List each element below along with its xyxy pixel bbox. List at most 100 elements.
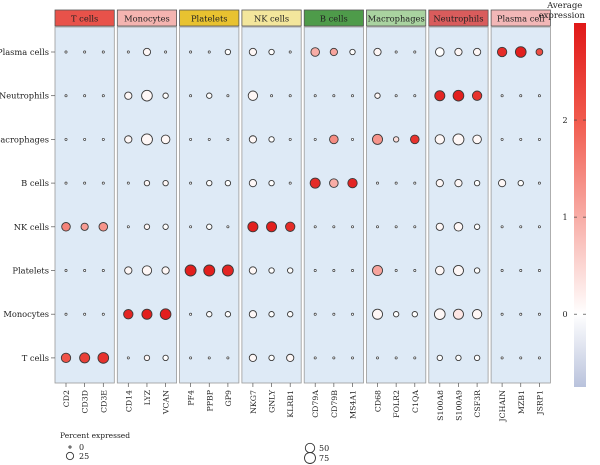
expression-dot	[64, 269, 68, 272]
gene-label: FOLR2	[392, 390, 401, 418]
gene-label: CD3D	[81, 390, 90, 413]
cell-type-label: Platelets	[12, 266, 49, 276]
expression-dot	[83, 50, 87, 54]
expression-dot	[189, 181, 193, 185]
expression-dot	[126, 181, 130, 185]
expression-dot	[206, 179, 213, 187]
expression-dot	[287, 267, 294, 274]
gene-label: PF4	[187, 390, 196, 406]
expression-dot	[351, 225, 354, 229]
expression-dot	[141, 308, 153, 320]
expression-dot	[471, 90, 483, 101]
expression-dot	[471, 309, 483, 320]
expression-dot	[517, 179, 524, 187]
expression-dot	[332, 94, 336, 98]
expression-dot	[351, 94, 354, 98]
expression-dot	[519, 312, 523, 316]
gene-label: C1QA	[411, 390, 420, 413]
cell-type-label: Neutrophils	[0, 91, 49, 101]
expression-dot	[410, 134, 420, 145]
expression-dot	[452, 265, 464, 276]
expression-dot	[394, 225, 398, 229]
expression-dot	[101, 312, 105, 316]
expression-dot	[143, 354, 151, 362]
expression-dot	[332, 312, 336, 316]
group-header-3	[241, 9, 302, 27]
expression-dot	[411, 311, 418, 318]
expression-dot	[161, 266, 170, 275]
expression-dot	[268, 179, 275, 187]
expression-dot	[452, 133, 465, 146]
expression-dot	[266, 221, 278, 233]
gene-group-panels	[54, 26, 551, 384]
gene-labels: CD2 CD3D CD3E CD14 LYZ VCAN PF4 PPBP GP9 NKG7 GNLY…	[62, 383, 544, 422]
expression-dot	[537, 94, 541, 98]
cell-type-label: Macrophages	[0, 134, 49, 144]
expression-dot	[162, 92, 169, 99]
cell-type-labels: Plasma cells Neutrophils Macrophages B cell…	[0, 47, 55, 363]
expression-dot	[434, 90, 446, 102]
expression-dot	[64, 94, 68, 98]
group-header-label: NK cells	[254, 14, 289, 24]
size-legend-dot	[304, 442, 316, 454]
expression-dot	[535, 48, 544, 56]
expression-dot	[64, 312, 68, 316]
expression-dot	[221, 264, 234, 277]
cell-type-label: Monocytes	[3, 309, 49, 319]
gene-label: CD2	[62, 390, 71, 407]
expression-dot	[347, 177, 358, 189]
expression-dot	[207, 50, 211, 54]
gene-label: S100A8	[436, 390, 445, 421]
expression-dot	[64, 137, 68, 141]
expression-dot	[351, 312, 354, 316]
expression-dot	[434, 134, 445, 145]
expression-dot	[313, 269, 317, 272]
expression-dot	[286, 353, 295, 362]
expression-dot	[436, 354, 443, 362]
gene-label: CD79B	[330, 390, 339, 418]
expression-dot	[268, 136, 275, 143]
expression-dot	[309, 177, 321, 189]
group-header-label: Plasma cell	[497, 14, 545, 24]
panel-2	[179, 26, 240, 384]
expression-dot	[80, 222, 89, 231]
panel-0	[54, 26, 115, 384]
expression-dot	[164, 50, 168, 54]
expression-dot	[435, 47, 445, 57]
expression-dot	[537, 225, 541, 229]
expression-dot	[287, 311, 294, 318]
expression-dot	[268, 48, 275, 56]
expression-dot	[189, 94, 193, 98]
expression-dot	[473, 267, 481, 274]
expression-dot	[394, 50, 398, 54]
expression-dot	[313, 225, 317, 229]
expression-dot	[374, 92, 381, 99]
expression-dot	[473, 179, 481, 187]
gene-label: GP9	[224, 390, 233, 406]
expression-dot	[372, 308, 383, 320]
expression-dot	[519, 269, 523, 272]
expression-dot	[329, 47, 338, 57]
colorbar-tick-label: 1	[562, 213, 567, 222]
group-header-label: Platelets	[191, 14, 228, 24]
expression-dot	[268, 267, 275, 274]
expression-dot	[519, 356, 523, 360]
expression-dot	[288, 137, 292, 141]
expression-dot	[349, 48, 356, 56]
size-legend-label: 75	[319, 454, 329, 463]
cell-type-label: Plasma cells	[0, 47, 49, 57]
gene-label: CD3E	[99, 390, 108, 413]
expression-dot	[313, 137, 317, 141]
expression-dot	[60, 352, 72, 364]
expression-dot	[248, 266, 257, 275]
group-header-label: B cells	[320, 14, 348, 24]
expression-dot	[189, 356, 193, 360]
expression-dot	[224, 311, 232, 318]
expression-dot	[123, 309, 134, 320]
expression-dot	[207, 137, 211, 141]
expression-dot	[500, 312, 504, 316]
expression-dot	[351, 356, 354, 360]
expression-dot	[206, 92, 213, 99]
expression-dot	[372, 265, 383, 276]
